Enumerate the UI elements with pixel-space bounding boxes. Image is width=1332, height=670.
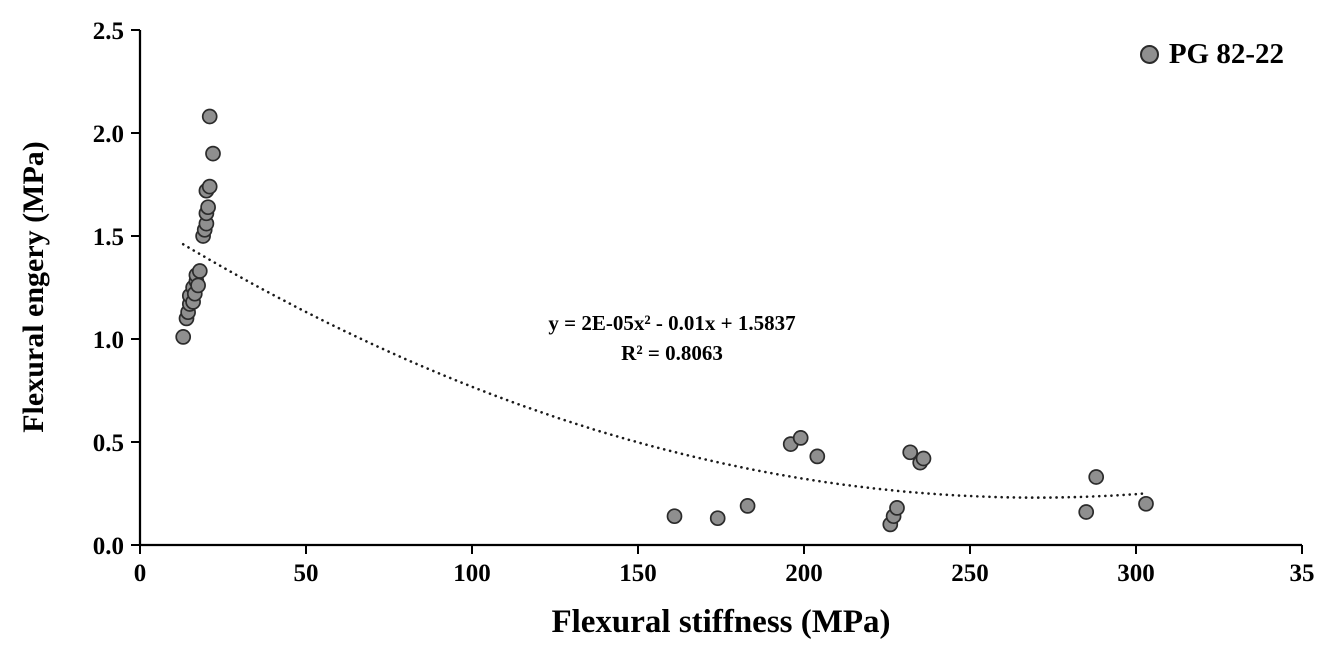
y-tick-label: 1.0 <box>93 327 124 354</box>
x-tick-label: 50 <box>294 560 319 587</box>
data-point <box>792 430 809 446</box>
data-point <box>902 444 919 461</box>
y-tick-label: 1.5 <box>93 224 124 251</box>
y-tick-label: 0.0 <box>93 533 124 560</box>
x-tick-label: 100 <box>453 560 491 587</box>
x-tick-label: 150 <box>619 560 657 587</box>
x-tick-label: 250 <box>951 560 989 587</box>
data-point <box>190 277 206 294</box>
x-tick-label: 0 <box>134 560 147 587</box>
data-point <box>201 178 218 195</box>
data-point <box>1078 504 1095 520</box>
data-point <box>889 500 905 516</box>
data-point <box>205 145 221 162</box>
trendline-equation: y = 2E-05x² - 0.01x + 1.5837 <box>548 311 796 335</box>
data-point <box>739 498 756 514</box>
data-point <box>915 450 932 467</box>
trendline-curve <box>181 243 1148 499</box>
y-axis-title: Flexural engery (MPa) <box>17 141 50 433</box>
legend: PG 82-22 <box>1139 38 1284 71</box>
x-tick-label: 200 <box>785 560 823 587</box>
data-point <box>175 329 192 345</box>
y-tick-label: 2.5 <box>93 18 124 45</box>
y-tick-label: 0.5 <box>93 430 124 457</box>
legend-label: PG 82-22 <box>1168 38 1284 70</box>
data-point <box>191 263 208 279</box>
y-tick-label: 2.0 <box>93 121 124 148</box>
data-point <box>809 448 826 465</box>
data-point <box>666 508 683 525</box>
legend-marker-icon <box>1139 45 1159 64</box>
data-point <box>1138 495 1154 512</box>
data-point <box>201 108 218 125</box>
trendline-r-squared: R² = 0.8063 <box>621 341 723 366</box>
x-axis-title: Flexural stiffness (MPa) <box>551 604 891 640</box>
trendline-annotation: y = 2E-05x² - 0.01x + 1.5837 R² = 0.8063 <box>462 310 882 368</box>
x-tick-label: 35 <box>1290 560 1315 587</box>
x-tick-label: 300 <box>1117 560 1155 587</box>
data-point <box>200 199 216 216</box>
data-point <box>709 510 726 527</box>
data-point <box>1088 469 1105 485</box>
